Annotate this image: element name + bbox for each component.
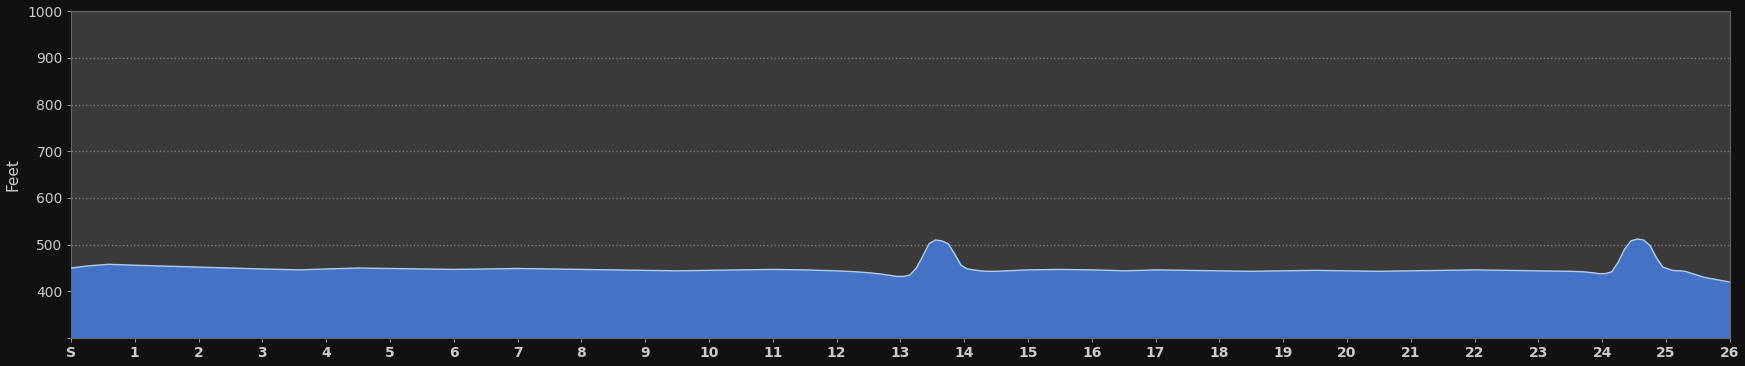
Y-axis label: Feet: Feet — [5, 158, 21, 191]
